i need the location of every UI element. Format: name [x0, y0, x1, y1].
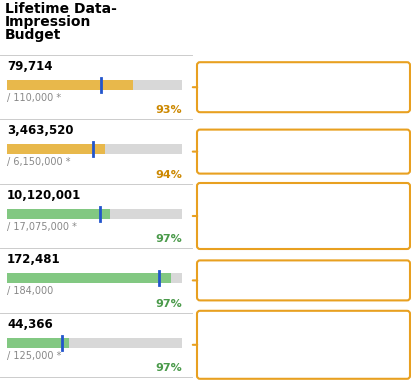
- Text: actual budget spent/how much budget: actual budget spent/how much budget: [205, 338, 402, 347]
- Bar: [7, 338, 182, 347]
- Bar: [7, 80, 182, 90]
- Text: actual days in flight.: actual days in flight.: [205, 219, 310, 229]
- FancyBboxPatch shape: [197, 311, 410, 379]
- Text: 97%: 97%: [155, 363, 182, 373]
- FancyBboxPatch shape: [197, 130, 410, 174]
- Text: Lifetime Data-: Lifetime Data-: [5, 2, 117, 16]
- Text: 97%: 97%: [155, 299, 182, 309]
- Text: to pacing according to even daily pacing.: to pacing according to even daily pacing…: [205, 328, 393, 337]
- Text: budget.: budget.: [205, 278, 240, 287]
- Text: you should have spent.: you should have spent.: [205, 347, 323, 356]
- Text: The blue line represents how much of your: The blue line represents how much of you…: [205, 191, 399, 200]
- Text: 79,714: 79,714: [7, 60, 53, 73]
- FancyBboxPatch shape: [197, 183, 410, 249]
- Bar: [7, 80, 133, 90]
- Text: (lifetime budget/ total days in flight) x: (lifetime budget/ total days in flight) …: [205, 210, 401, 219]
- Text: budget you should have spent.: budget you should have spent.: [205, 200, 346, 210]
- FancyBboxPatch shape: [197, 260, 410, 300]
- Text: 10,120,001: 10,120,001: [7, 189, 81, 202]
- Bar: [7, 144, 105, 154]
- Text: 94%: 94%: [155, 170, 182, 180]
- Text: / 110,000 *: / 110,000 *: [7, 93, 61, 103]
- Bar: [7, 273, 171, 283]
- FancyBboxPatch shape: [197, 62, 410, 112]
- Text: / 17,075,000 *: / 17,075,000 *: [7, 222, 77, 232]
- Bar: [7, 209, 110, 219]
- Bar: [7, 144, 182, 154]
- Text: 97%: 97%: [155, 234, 182, 244]
- Text: 44,366: 44,366: [7, 318, 53, 331]
- Text: The light grey number is the lifetime: The light grey number is the lifetime: [205, 268, 372, 277]
- Text: / 6,150,000 *: / 6,150,000 *: [7, 157, 71, 167]
- Text: 93%: 93%: [155, 106, 182, 115]
- Text: line item budget has been spent.: line item budget has been spent.: [205, 147, 356, 156]
- Text: 3,463,520: 3,463,520: [7, 125, 74, 138]
- Text: The bold number is how many impression: The bold number is how many impression: [205, 70, 395, 79]
- Text: have served in the lifetime of this line item.: have served in the lifetime of this line…: [205, 80, 404, 89]
- Bar: [7, 209, 182, 219]
- Text: Budget: Budget: [5, 28, 61, 42]
- Bar: [7, 338, 69, 347]
- Text: The percent is how close your campaign is: The percent is how close your campaign i…: [205, 319, 398, 328]
- Text: Impression: Impression: [5, 15, 91, 29]
- Text: / 125,000 *: / 125,000 *: [7, 351, 61, 360]
- Bar: [7, 273, 182, 283]
- Text: 172,481: 172,481: [7, 253, 61, 266]
- Text: The pacing bar shows how much of the: The pacing bar shows how much of the: [205, 138, 383, 147]
- Text: / 184,000: / 184,000: [7, 286, 53, 296]
